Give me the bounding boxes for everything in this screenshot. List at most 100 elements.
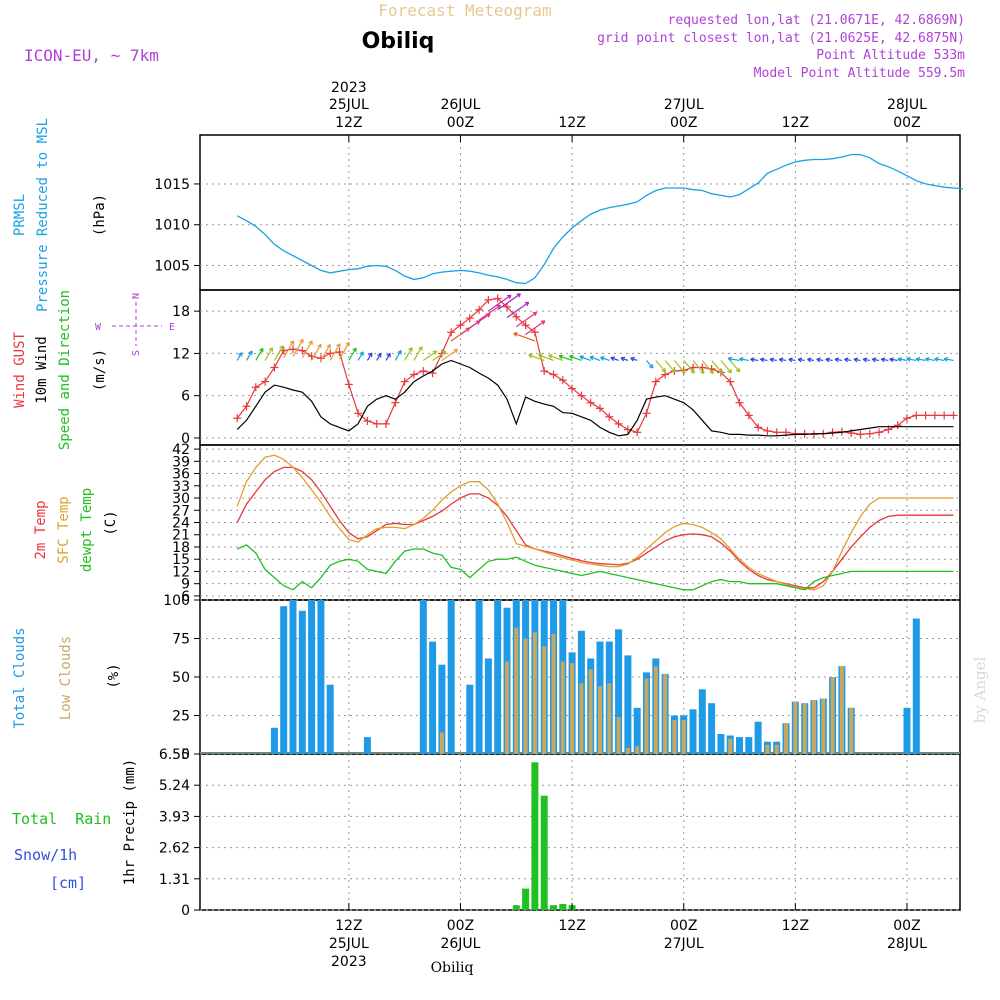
time-label-bottom: 12Z xyxy=(335,918,362,934)
rain-bar xyxy=(522,888,530,910)
wind-arrow xyxy=(513,332,536,342)
total-cloud-bar xyxy=(270,727,278,754)
wind-arrow-head xyxy=(730,368,732,374)
wind-arrow xyxy=(558,355,573,362)
time-label-top: 12Z xyxy=(335,115,362,131)
wind-arrow xyxy=(925,358,935,362)
time-label-top: 2023 xyxy=(331,80,367,96)
low-cloud-bar xyxy=(635,746,640,754)
low-cloud-bar xyxy=(774,744,779,754)
low-cloud-bar xyxy=(653,666,658,754)
total-cloud-bar xyxy=(466,684,474,754)
wind-arrow-head xyxy=(516,293,521,295)
wind-arrow-head xyxy=(259,347,264,352)
y-tick-label: 0 xyxy=(181,747,190,763)
y-tick-label: 1015 xyxy=(154,177,190,193)
low-cloud-bar xyxy=(663,673,668,754)
low-cloud-bar xyxy=(821,698,826,754)
wind-arrow-head xyxy=(711,369,714,374)
y-tick-label: 39 xyxy=(172,454,190,470)
wind-arrow xyxy=(348,347,357,361)
wind-arrow-head xyxy=(750,358,755,363)
time-label-bottom: 2023 xyxy=(331,954,367,970)
total-cloud-bar xyxy=(280,606,288,754)
wind-arrow xyxy=(701,360,714,374)
wind-arrow xyxy=(515,311,538,328)
y-tick-label: 25 xyxy=(172,709,190,725)
dewpt-label: dewpt Temp xyxy=(79,488,95,572)
watermark: by Angel xyxy=(971,656,989,723)
y-tick-label: 3.93 xyxy=(159,809,190,825)
wind-arrow xyxy=(655,360,666,373)
wind-arrow-head xyxy=(377,352,382,356)
y-tick-label: 15 xyxy=(172,552,190,568)
pressure-label-2: Pressure Reduced to MSL xyxy=(35,118,51,312)
low-cloud-bar xyxy=(625,747,630,754)
wind-arrow xyxy=(292,339,304,357)
y-tick-label: 6 xyxy=(181,589,190,605)
wind-arrow-head xyxy=(453,348,458,351)
low-cloud-bar xyxy=(784,723,788,754)
wind-arrow-head xyxy=(807,358,811,363)
total-cloud-bar xyxy=(633,707,641,754)
low-cloud-bar xyxy=(439,732,444,754)
wind-arrow-head xyxy=(579,356,583,360)
cloud-unit: (%) xyxy=(106,663,122,688)
low-cloud-bar xyxy=(728,738,733,754)
wind-arrow-head xyxy=(683,368,686,374)
wind-arrow-head xyxy=(925,358,929,362)
y-tick-label: 1.31 xyxy=(159,872,190,888)
wind-arrow xyxy=(329,343,341,361)
wind-arrow-head xyxy=(610,357,614,362)
y-tick-label: 6.55 xyxy=(159,747,190,763)
y-tick-label: 24 xyxy=(172,516,190,532)
wind-arrow-head xyxy=(397,349,402,354)
temp-unit: (C) xyxy=(103,510,119,535)
wind-arrow-head xyxy=(915,358,920,362)
wind-arrow-head xyxy=(816,358,821,363)
wind-arrow-head xyxy=(268,347,273,351)
y-tick-label: 12 xyxy=(172,346,190,362)
wind-arrow-head xyxy=(788,358,793,363)
time-label-bottom: 12Z xyxy=(782,918,809,934)
wind-arrow xyxy=(497,293,521,311)
sfc-temp-line xyxy=(236,454,954,591)
wind-arrow xyxy=(385,353,391,361)
time-label-bottom: 25JUL xyxy=(329,936,369,952)
wind-arrow xyxy=(525,320,546,335)
wind-gust-line xyxy=(236,297,954,436)
time-label-top: 00Z xyxy=(447,115,474,131)
total-cloud-bar xyxy=(419,600,427,754)
wind-arrow-head xyxy=(248,350,253,354)
wind-arrow-head xyxy=(862,358,867,363)
y-tick-label: 1010 xyxy=(154,218,190,234)
plot-area: 1005101010150612186912151821242730333639… xyxy=(154,80,963,970)
wind-arrow-head xyxy=(352,347,357,351)
total-cloud-bar xyxy=(903,707,911,754)
snow-unit: [cm] xyxy=(50,874,86,892)
bottom-location: Obiliq xyxy=(431,960,474,976)
wind-arrow-head xyxy=(663,367,666,372)
low-cloud-bar xyxy=(514,627,519,754)
wind-arrow-head xyxy=(853,358,858,363)
wind-arrow xyxy=(488,294,512,312)
product-title: Forecast Meteogram xyxy=(378,1,551,20)
wind-arrow-head xyxy=(943,358,948,362)
panel-frame-wind xyxy=(199,289,961,446)
y-tick-label: 18 xyxy=(172,540,190,556)
wind-arrow xyxy=(366,352,373,361)
wind-arrow-head xyxy=(906,358,911,362)
wind-arrow-head xyxy=(673,368,676,373)
wind-arrow xyxy=(255,348,264,361)
wind-arrow xyxy=(664,360,676,373)
wind-arrow xyxy=(528,354,545,362)
low-cloud-bar xyxy=(523,638,528,754)
y-tick-label: 75 xyxy=(172,632,190,648)
y-tick-label: 18 xyxy=(172,304,190,320)
wind-arrow xyxy=(376,353,382,361)
wind-arrow-head xyxy=(934,358,939,362)
low-cloud-bar xyxy=(616,717,621,754)
wind-arrow xyxy=(422,350,438,361)
wind-arrow-head xyxy=(880,358,885,363)
total-cloud-bar xyxy=(429,641,437,754)
